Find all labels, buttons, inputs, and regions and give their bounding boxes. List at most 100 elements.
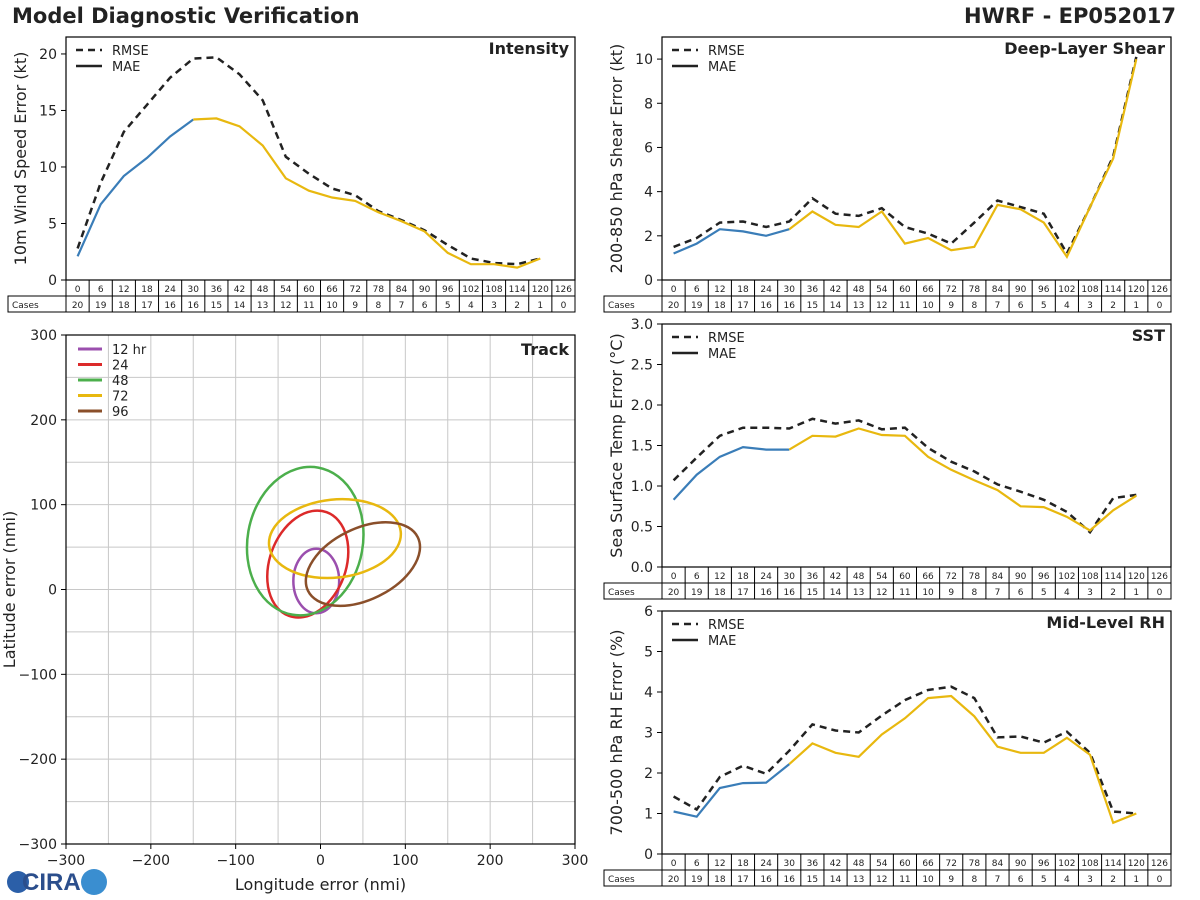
case-count: 5 bbox=[445, 301, 451, 311]
case-count: 14 bbox=[234, 301, 246, 311]
case-count: 0 bbox=[561, 301, 567, 311]
y-tick-label: 4 bbox=[644, 185, 653, 201]
y-tick-label: 0 bbox=[644, 847, 653, 863]
case-count: 15 bbox=[807, 875, 818, 885]
hour-label: 66 bbox=[922, 572, 934, 582]
hour-label: 66 bbox=[922, 859, 934, 869]
case-count: 4 bbox=[1064, 301, 1070, 311]
hour-label: 78 bbox=[969, 285, 981, 295]
x-tick-label: −300 bbox=[47, 853, 85, 869]
hour-label: 30 bbox=[784, 572, 796, 582]
y-tick-label: 1.5 bbox=[631, 439, 653, 455]
hour-label: 12 bbox=[714, 572, 725, 582]
case-count: 20 bbox=[668, 301, 680, 311]
legend-label: 48 bbox=[112, 374, 129, 389]
hour-label: 0 bbox=[671, 285, 677, 295]
legend-rmse-label: RMSE bbox=[708, 618, 745, 633]
hour-label: 120 bbox=[1128, 859, 1145, 869]
case-count: 15 bbox=[807, 301, 818, 311]
cases-label-cell bbox=[7, 295, 67, 313]
case-count: 10 bbox=[326, 301, 338, 311]
case-count: 12 bbox=[876, 301, 887, 311]
cases-label: Cases bbox=[608, 588, 635, 598]
hour-label: 78 bbox=[969, 859, 981, 869]
case-count: 10 bbox=[922, 301, 934, 311]
hour-label: 114 bbox=[509, 285, 526, 295]
x-axis-label: Longitude error (nmi) bbox=[235, 875, 406, 894]
hour-label: 90 bbox=[1015, 285, 1027, 295]
hour-label: 108 bbox=[1081, 859, 1098, 869]
case-count: 4 bbox=[1064, 875, 1070, 885]
hour-label: 96 bbox=[1038, 285, 1050, 295]
y-tick-label: 3 bbox=[644, 726, 653, 742]
y-tick-label: 15 bbox=[39, 103, 57, 119]
case-count: 3 bbox=[1087, 301, 1093, 311]
chart-title: Deep-Layer Shear bbox=[1004, 39, 1165, 58]
hour-label: 72 bbox=[945, 859, 956, 869]
case-count: 14 bbox=[830, 588, 842, 598]
case-count: 1 bbox=[537, 301, 543, 311]
legend-label: 12 hr bbox=[112, 343, 147, 358]
case-count: 17 bbox=[737, 875, 748, 885]
case-count: 4 bbox=[468, 301, 474, 311]
case-count: 18 bbox=[118, 301, 130, 311]
y-tick-label: 2.0 bbox=[631, 398, 653, 414]
x-tick-label: −100 bbox=[216, 853, 254, 869]
hour-label: 18 bbox=[141, 285, 153, 295]
hour-label: 24 bbox=[760, 572, 772, 582]
legend-label: 72 bbox=[112, 390, 129, 405]
hour-label: 60 bbox=[303, 285, 315, 295]
y-tick-label: 0 bbox=[48, 583, 57, 599]
hour-label: 36 bbox=[211, 285, 223, 295]
hour-label: 96 bbox=[1038, 859, 1050, 869]
hour-label: 114 bbox=[1105, 572, 1122, 582]
hour-label: 42 bbox=[830, 859, 841, 869]
hour-label: 48 bbox=[853, 285, 865, 295]
hour-label: 24 bbox=[164, 285, 176, 295]
case-count: 17 bbox=[737, 301, 748, 311]
y-axis-label: Latitude error (nmi) bbox=[0, 511, 19, 668]
case-count: 16 bbox=[164, 301, 176, 311]
case-count: 5 bbox=[1041, 588, 1047, 598]
case-count: 10 bbox=[922, 875, 934, 885]
case-count: 0 bbox=[1157, 875, 1163, 885]
case-count: 16 bbox=[188, 301, 200, 311]
case-count: 9 bbox=[948, 301, 954, 311]
mae-line-late bbox=[788, 58, 1138, 260]
hour-label: 90 bbox=[1015, 572, 1027, 582]
hour-label: 0 bbox=[75, 285, 81, 295]
cases-table: Cases02061912181817241630163615421448135… bbox=[603, 279, 1172, 313]
case-count: 16 bbox=[760, 875, 772, 885]
hour-label: 72 bbox=[945, 285, 956, 295]
chart-title: Intensity bbox=[489, 39, 570, 58]
hour-label: 108 bbox=[1081, 572, 1098, 582]
hour-label: 90 bbox=[419, 285, 431, 295]
error-ellipse-4 bbox=[304, 521, 422, 608]
hour-label: 18 bbox=[737, 572, 749, 582]
storm-id: HWRF - EP052017 bbox=[964, 4, 1176, 28]
case-count: 7 bbox=[995, 301, 1001, 311]
case-count: 20 bbox=[668, 875, 680, 885]
case-count: 6 bbox=[1018, 875, 1024, 885]
case-count: 15 bbox=[807, 588, 818, 598]
case-count: 16 bbox=[784, 301, 796, 311]
hour-label: 102 bbox=[1058, 285, 1075, 295]
hour-label: 24 bbox=[760, 285, 772, 295]
plot-frame bbox=[661, 36, 1172, 281]
y-tick-label: 10 bbox=[635, 52, 653, 68]
hour-label: 78 bbox=[969, 572, 981, 582]
hour-label: 84 bbox=[992, 859, 1004, 869]
y-tick-label: −200 bbox=[19, 752, 57, 768]
case-count: 8 bbox=[971, 875, 977, 885]
hour-label: 18 bbox=[737, 285, 749, 295]
case-count: 19 bbox=[691, 301, 703, 311]
chart-shear: 0 2 4 6 8 10 200-850 hPa Shear Error (kt) Deep-… bbox=[607, 36, 1172, 289]
mae-line-late bbox=[788, 427, 1137, 532]
hour-label: 126 bbox=[1151, 285, 1168, 295]
legend-mae-label: MAE bbox=[112, 60, 140, 75]
y-tick-label: 10 bbox=[39, 160, 57, 176]
hour-label: 12 bbox=[714, 859, 725, 869]
case-count: 19 bbox=[691, 875, 703, 885]
globe-icon bbox=[7, 871, 29, 893]
